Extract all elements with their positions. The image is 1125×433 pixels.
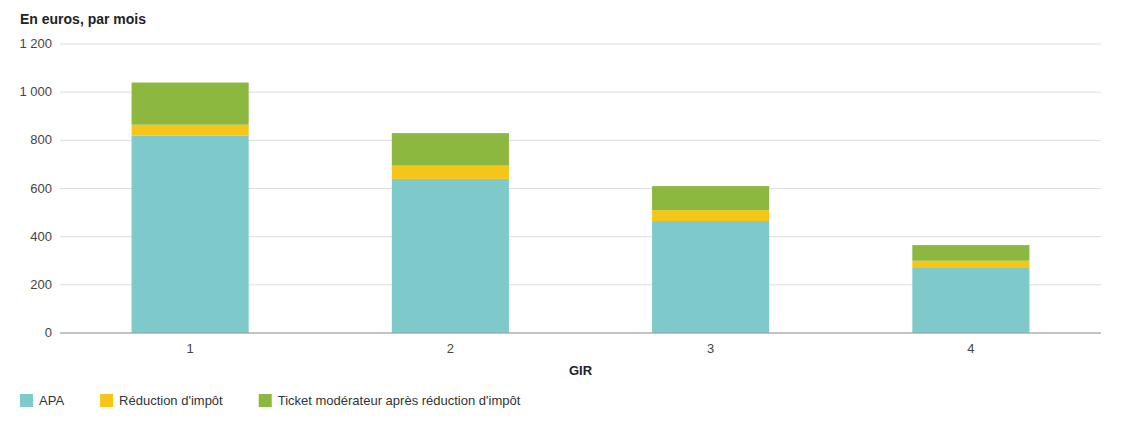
y-tick-label: 1 000 [19,84,52,99]
legend-swatch [259,394,272,407]
x-tick-label: 1 [187,341,194,356]
bar [132,83,249,125]
bar [392,166,509,179]
y-tick-label: 1 200 [19,36,52,51]
x-axis-label: GIR [569,363,593,378]
grid [60,44,1101,333]
grid-line [60,333,1101,334]
bar [652,221,769,333]
grid-line [60,44,1101,45]
title: En euros, par mois [20,11,146,27]
legend-item: APA [20,393,64,408]
chart-container: 0 200 400 600 800 1 000 1 200 1 2 3 4 GIR En euros, … [0,0,1125,433]
y-tick-label: 600 [30,181,52,196]
legend-item: Ticket modérateur après réduction d'impô… [259,393,521,408]
bar [392,133,509,166]
x-tick-label: 2 [447,341,454,356]
x-tick-label: 3 [707,341,714,356]
bar [392,179,509,333]
legend: APA Réduction d'impôt Ticket modérateur ap… [20,393,521,408]
bars [132,83,1030,333]
bar [912,268,1029,333]
chart: 0 200 400 600 800 1 000 1 200 1 2 3 4 GIR En euros, … [0,0,1125,433]
x-axis-line [60,333,1101,334]
legend-label: Ticket modérateur après réduction d'impô… [278,393,521,408]
legend-label: Réduction d'impôt [119,393,223,408]
y-tick-label: 800 [30,132,52,147]
legend-swatch [20,394,33,407]
bar [652,186,769,210]
bar [132,125,249,136]
legend-item: Réduction d'impôt [100,393,223,408]
y-tick-label: 200 [30,277,52,292]
bar [912,261,1029,268]
y-tick-label: 400 [30,229,52,244]
bar [132,136,249,333]
legend-label: APA [39,393,64,408]
bar [652,210,769,221]
legend-swatch [100,394,113,407]
bar [912,245,1029,261]
y-tick-label: 0 [45,325,52,340]
x-tick-label: 4 [967,341,974,356]
